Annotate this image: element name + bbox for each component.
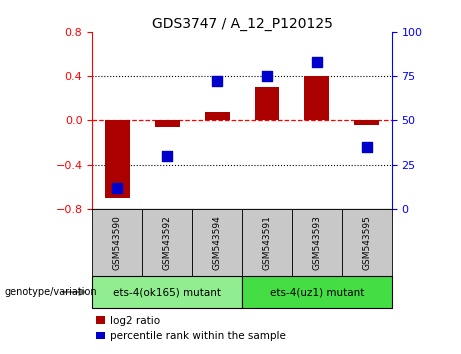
- Bar: [304, 76, 330, 120]
- Text: ets-4(ok165) mutant: ets-4(ok165) mutant: [113, 287, 221, 297]
- Text: genotype/variation: genotype/variation: [5, 287, 97, 297]
- Legend: log2 ratio, percentile rank within the sample: log2 ratio, percentile rank within the s…: [92, 312, 290, 345]
- Bar: [242, 209, 292, 276]
- Point: [363, 144, 371, 150]
- Point: [213, 79, 221, 84]
- Point: [163, 153, 171, 159]
- Text: GSM543595: GSM543595: [362, 215, 372, 270]
- Text: GSM543594: GSM543594: [213, 215, 222, 270]
- Bar: [142, 209, 192, 276]
- Bar: [355, 120, 379, 125]
- Bar: [242, 276, 392, 308]
- Bar: [254, 87, 279, 120]
- Text: GSM543590: GSM543590: [112, 215, 122, 270]
- Bar: [92, 276, 242, 308]
- Point: [263, 73, 271, 79]
- Title: GDS3747 / A_12_P120125: GDS3747 / A_12_P120125: [152, 17, 332, 31]
- Text: ets-4(uz1) mutant: ets-4(uz1) mutant: [270, 287, 364, 297]
- Bar: [292, 209, 342, 276]
- Bar: [92, 209, 142, 276]
- Point: [113, 185, 121, 190]
- Bar: [205, 112, 230, 120]
- Bar: [342, 209, 392, 276]
- Text: GSM543593: GSM543593: [313, 215, 321, 270]
- Text: GSM543592: GSM543592: [163, 215, 171, 270]
- Bar: [192, 209, 242, 276]
- Point: [313, 59, 321, 65]
- Text: GSM543591: GSM543591: [262, 215, 272, 270]
- Bar: [154, 120, 180, 127]
- Bar: [105, 120, 130, 198]
